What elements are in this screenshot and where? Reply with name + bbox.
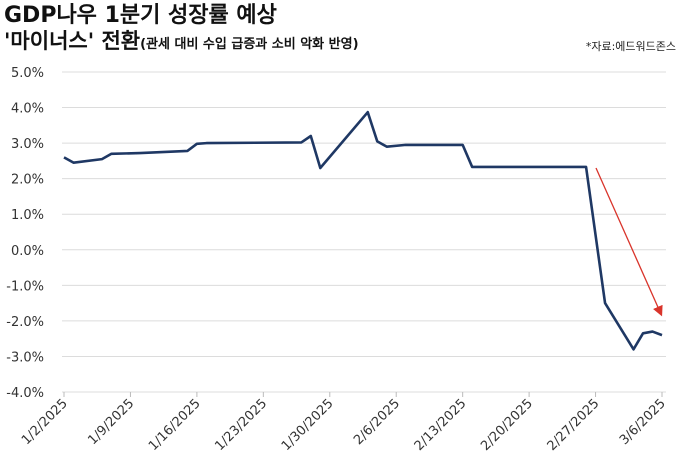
y-tick-label: 0.0% [11,244,44,259]
y-tick-label: 1.0% [11,208,44,223]
y-tick-label: 2.0% [11,173,44,188]
x-tick-label: 1/9/2025 [85,396,137,448]
x-tick-label: 1/2/2025 [19,396,71,448]
x-tick-label: 3/6/2025 [617,396,669,448]
x-tick-label: 1/16/2025 [146,396,204,454]
x-tick-label: 2/20/2025 [478,396,536,454]
x-tick-label: 1/23/2025 [212,396,270,454]
y-tick-label: 3.0% [11,137,44,152]
subtitle-note: (관세 대비 수입 급증과 소비 악화 반영) [140,36,358,52]
source: *자료:에드워드존스 [586,40,676,53]
trend-arrow [595,167,663,317]
y-tick-label: -4.0% [6,386,44,401]
chart-title: GDP나우 1분기 성장률 예상 [4,3,277,28]
data-line [63,110,663,351]
subtitle: '마이너스' 전환 [4,29,140,53]
y-tick-label: -2.0% [6,315,44,330]
x-tick-label: 2/6/2025 [351,396,403,448]
x-tick-label: 1/30/2025 [279,396,337,454]
y-tick-label: 4.0% [11,102,44,117]
y-tick-label: 5.0% [11,66,44,81]
y-tick-label: -1.0% [6,279,44,294]
chart-subtitle: '마이너스' 전환(관세 대비 수입 급증과 소비 악화 반영) [4,29,359,53]
x-tick-label: 2/13/2025 [412,396,470,454]
y-tick-label: -3.0% [6,350,44,365]
x-tick-label: 2/27/2025 [545,396,603,454]
